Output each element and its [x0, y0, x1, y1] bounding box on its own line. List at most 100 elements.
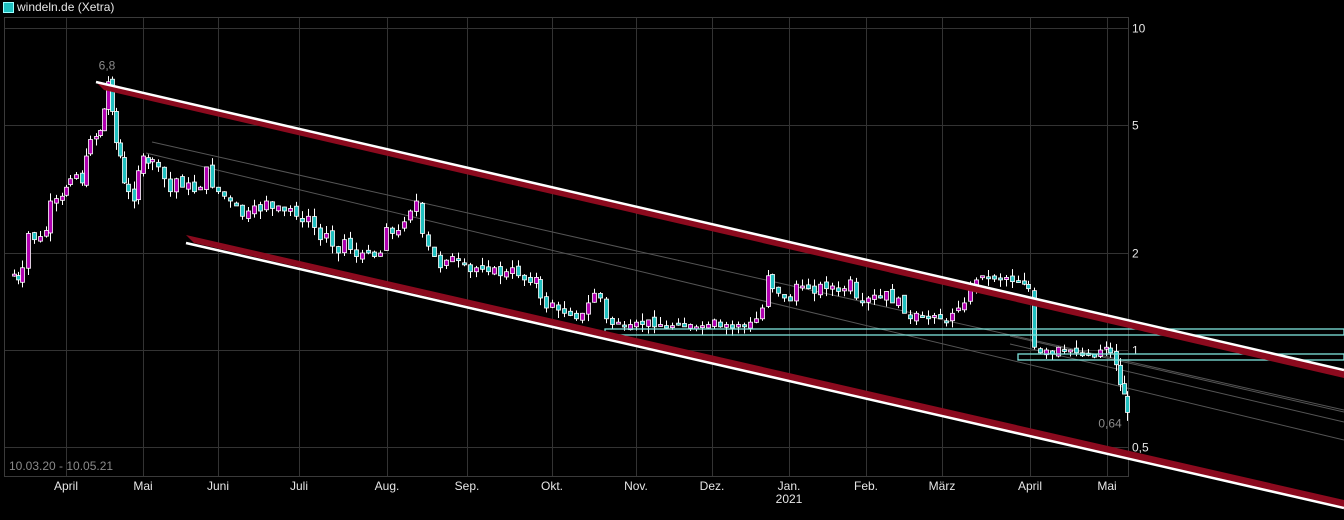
candle-up: [48, 200, 53, 234]
candle-up: [450, 256, 455, 263]
candle-up: [794, 283, 799, 302]
candle-down: [234, 202, 239, 207]
upper-channel: [95, 80, 1344, 378]
midline: [151, 141, 1344, 411]
candle-down: [192, 181, 197, 193]
candle-down: [258, 204, 263, 212]
candle-up: [408, 210, 413, 221]
candle-down: [938, 314, 943, 320]
price-annotations: 6,8 0,64: [99, 59, 1122, 431]
candle-up: [586, 302, 591, 315]
midline: [1009, 335, 1344, 413]
candle-up: [492, 267, 497, 275]
candle-down: [676, 322, 681, 326]
candle-up: [186, 182, 191, 190]
x-tick-label: Aug.: [375, 479, 400, 493]
candle-up: [1044, 349, 1049, 356]
candle-up: [950, 312, 955, 322]
candle-down: [146, 157, 151, 164]
candle-up: [360, 252, 365, 260]
candle-up: [150, 159, 155, 163]
channel-band: [96, 82, 1344, 378]
candle-up: [766, 275, 771, 307]
candle-up: [1056, 346, 1061, 357]
candle-down: [682, 323, 687, 328]
candle-down: [126, 183, 131, 193]
legend-swatch: [3, 1, 14, 13]
candle-up: [1098, 349, 1103, 357]
candle-down: [336, 246, 341, 254]
candle-up: [204, 166, 209, 190]
x-tick-label: Jan.: [778, 479, 801, 493]
candle-down: [640, 320, 645, 325]
channel-midlines: [145, 141, 1344, 441]
candle-down: [1074, 347, 1079, 354]
candle-down: [568, 310, 573, 316]
candle-up: [136, 170, 141, 201]
candle-up: [800, 285, 805, 289]
y-tick-label: 0,5: [1132, 441, 1149, 455]
candle-down: [574, 312, 579, 320]
candle-down: [770, 274, 775, 290]
candle-down: [16, 275, 21, 281]
x-tick-label: Feb.: [854, 479, 878, 493]
y-axis-labels: 10 5 2 1 0,5: [1132, 22, 1149, 455]
candle-down: [836, 287, 841, 292]
candle-up: [646, 319, 651, 327]
lower-channel: [185, 235, 1344, 510]
candle-up: [84, 155, 89, 186]
candle-down: [132, 188, 137, 202]
candle-up: [884, 291, 889, 301]
candle-down: [80, 172, 85, 184]
candle-down: [122, 157, 127, 184]
candle-up: [288, 208, 293, 212]
candle-up: [670, 325, 675, 329]
candle-down: [1062, 349, 1067, 352]
candle-down: [908, 314, 913, 320]
candle-down: [1032, 290, 1037, 348]
y-tick-label: 5: [1132, 119, 1139, 133]
candle-down: [354, 249, 359, 257]
price-annotation: 6,8: [99, 59, 116, 73]
candle-up: [848, 279, 853, 292]
chart-title: windeln.de (Xetra): [3, 0, 114, 14]
candle-down: [456, 258, 461, 262]
candle-down: [372, 251, 377, 257]
candle-down: [486, 266, 491, 273]
candle-down: [468, 264, 473, 273]
x-tick-label: März: [929, 479, 956, 493]
x-tick-label: Nov.: [624, 479, 648, 493]
candle-up: [962, 302, 967, 311]
candle-down: [300, 218, 305, 223]
plot-frame: [4, 17, 1129, 477]
candle-up: [712, 319, 717, 327]
candle-up: [378, 252, 383, 257]
candle-down: [438, 254, 443, 269]
candle-down: [498, 266, 503, 277]
candle-up: [534, 276, 539, 284]
candle-down: [1016, 280, 1021, 283]
trend-channels: [95, 80, 1344, 510]
candle-up: [550, 302, 555, 308]
candle-down: [812, 285, 817, 294]
candle-down: [824, 281, 829, 290]
candle-up: [60, 195, 65, 201]
candle-down: [788, 296, 793, 302]
candle-up: [54, 198, 59, 204]
x-tick-year: 2021: [776, 492, 803, 506]
candle-down: [986, 276, 991, 280]
candle-down: [1125, 395, 1130, 413]
candle-down: [544, 296, 549, 309]
candle-down: [432, 246, 437, 257]
candle-up: [1068, 349, 1073, 353]
channel-band: [186, 235, 1344, 508]
support-box: [604, 328, 1344, 336]
candle-up: [956, 307, 961, 312]
candle-down: [32, 232, 37, 241]
x-tick-label: Mai: [133, 479, 152, 493]
candle-down: [944, 320, 949, 324]
candle-up: [20, 267, 25, 283]
candle-down: [992, 275, 997, 280]
candle-up: [688, 324, 693, 329]
